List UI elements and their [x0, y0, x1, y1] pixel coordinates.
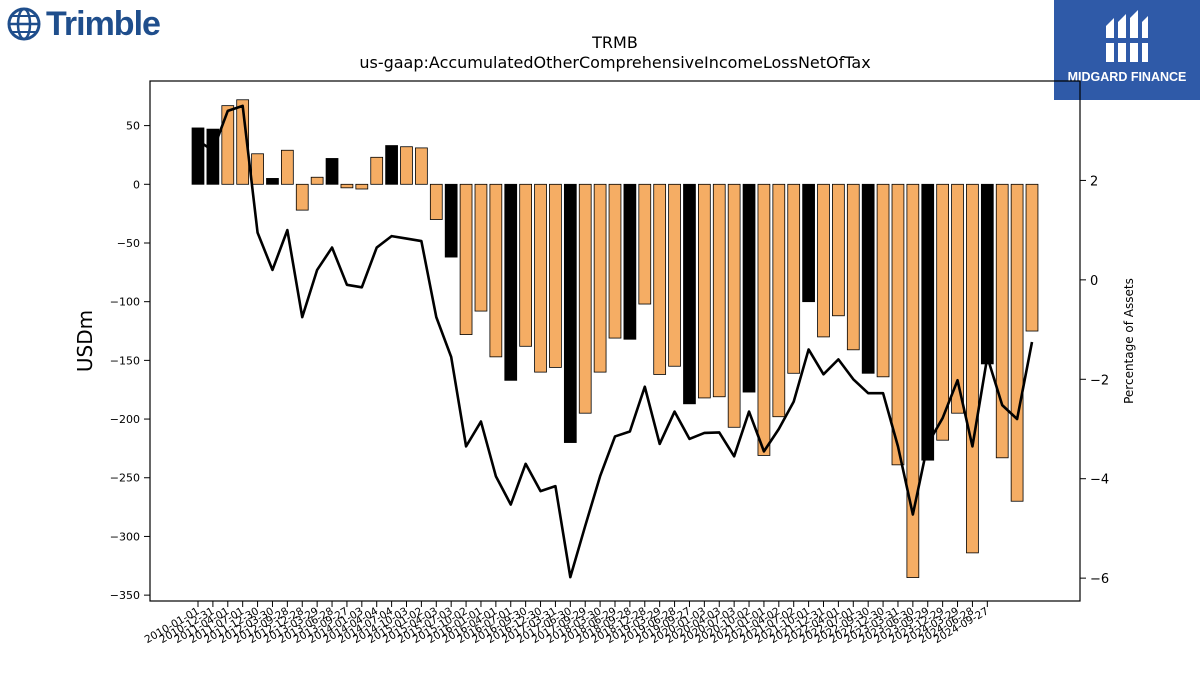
bar-34: [698, 183, 711, 399]
pct-of-assets-line: [197, 104, 1034, 579]
trimble-wordmark: Trimble: [46, 4, 161, 43]
bar-11: [355, 183, 369, 190]
bar-26: [578, 183, 592, 414]
y-tick-label: −300: [110, 530, 140, 543]
bar-40: [787, 183, 801, 374]
bar-28: [608, 183, 622, 339]
y2-tick-label: −2: [1090, 373, 1109, 388]
bar-50: [936, 183, 950, 441]
line-series: [197, 104, 1034, 579]
bar-3: [236, 99, 250, 185]
midgard-finance-logo: MIDGARD FINANCE: [1054, 0, 1200, 100]
y-tick-label: −350: [110, 589, 140, 602]
bar-22: [519, 183, 533, 347]
bar-53: [980, 183, 994, 365]
bar-44: [846, 183, 860, 351]
bar-13: [385, 145, 398, 185]
bar-23: [534, 183, 547, 373]
bar-21: [504, 183, 518, 381]
y-tick-label: −50: [117, 237, 140, 250]
y2-tick-label: −6: [1090, 572, 1109, 587]
globe-icon: [7, 7, 41, 41]
bar-37: [742, 183, 756, 393]
bar-33: [683, 183, 696, 405]
bar-46: [876, 183, 890, 378]
trimble-logo: Trimble: [6, 4, 161, 44]
bar-54: [995, 183, 1009, 459]
bar-19: [474, 183, 488, 312]
y-tick-label: 50: [126, 120, 140, 133]
chart-subtitle: us-gaap:AccumulatedOtherComprehensiveInc…: [359, 53, 870, 72]
bar-31: [653, 183, 667, 375]
bar-10: [340, 183, 354, 189]
y-tick-label: −200: [110, 413, 140, 426]
bar-12: [370, 156, 384, 185]
y-tick-label: −100: [110, 296, 140, 309]
bar-17: [444, 183, 458, 258]
bar-series: [191, 99, 1039, 578]
y2-axis-label: Percentage of Assets: [1122, 278, 1136, 404]
bar-5: [266, 178, 279, 185]
bar-35: [712, 183, 726, 398]
y-tick-label: −250: [110, 472, 140, 485]
bar-56: [1025, 183, 1039, 332]
y-axis-label: USDm: [73, 310, 97, 372]
bar-6: [280, 149, 294, 185]
bar-48: [906, 183, 920, 578]
bar-41: [802, 183, 815, 303]
bar-7: [295, 183, 309, 211]
bar-0: [191, 127, 205, 185]
bar-55: [1010, 183, 1024, 502]
bar-20: [489, 183, 503, 358]
bar-39: [772, 183, 786, 418]
chart-title: TRMB: [591, 33, 638, 52]
bar-24: [549, 183, 562, 368]
bar-9: [325, 158, 339, 185]
bar-49: [921, 183, 935, 461]
midgard-mark-icon: [1106, 10, 1148, 62]
bar-27: [593, 183, 607, 373]
bar-15: [415, 147, 428, 185]
y2-tick-label: 2: [1090, 174, 1098, 189]
y-axis-right: 2 0 −2 −4 −6: [1080, 174, 1109, 587]
y-axis-left: 50 0 −50 −100 −150 −200 −250 −300 −350: [110, 120, 150, 602]
y2-tick-label: −4: [1090, 473, 1109, 488]
bar-52: [966, 183, 979, 554]
bar-16: [429, 183, 443, 220]
x-axis: 2010-01-012010-12-312011-04-012011-07-01…: [143, 601, 991, 646]
bar-25: [563, 183, 577, 443]
bar-29: [623, 183, 637, 340]
y-tick-label: 0: [133, 178, 140, 191]
bar-38: [757, 183, 771, 456]
bar-2: [221, 105, 235, 185]
midgard-wordmark: MIDGARD FINANCE: [1067, 70, 1187, 84]
bar-18: [459, 183, 473, 335]
bar-14: [400, 146, 413, 185]
bar-42: [817, 183, 830, 338]
bar-45: [861, 183, 875, 374]
y-tick-label: −150: [110, 354, 140, 367]
bar-4: [251, 153, 264, 185]
bar-8: [310, 176, 324, 185]
bar-36: [727, 183, 741, 428]
bar-1: [206, 128, 220, 185]
bar-47: [891, 183, 905, 466]
bar-32: [668, 183, 681, 367]
bar-43: [832, 183, 845, 317]
y2-tick-label: 0: [1090, 274, 1098, 289]
bar-51: [951, 183, 964, 414]
bar-30: [638, 183, 652, 305]
